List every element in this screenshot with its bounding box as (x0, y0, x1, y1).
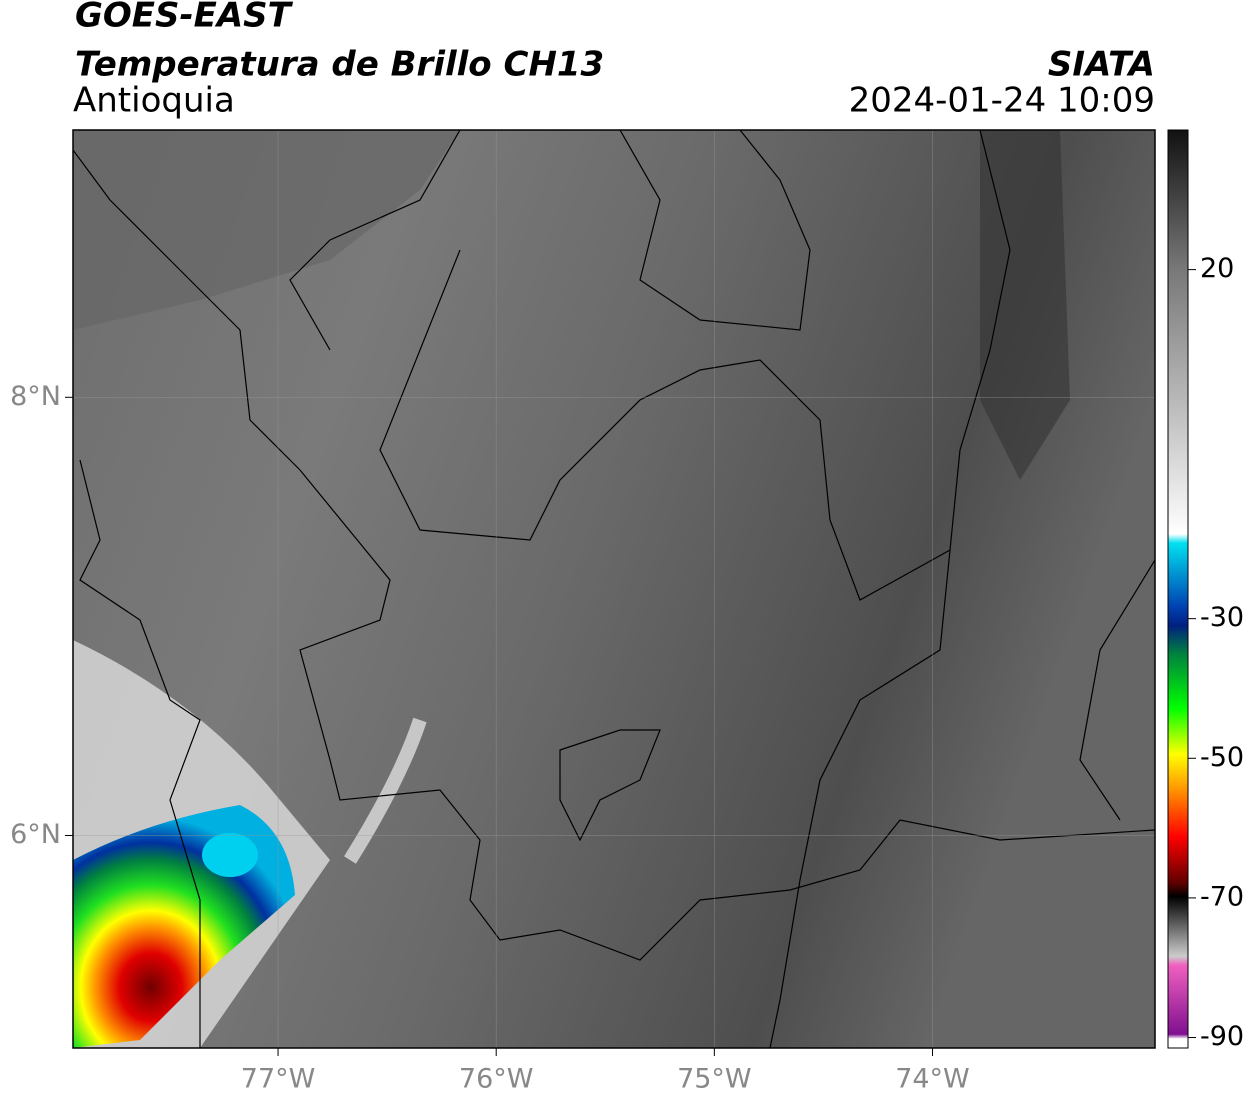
map-image (73, 130, 1155, 1048)
colorbar-tick-label: -50 (1200, 742, 1244, 773)
lat-tick-label: 6°N (10, 819, 61, 850)
colorbar-tick-label: -30 (1200, 602, 1244, 633)
datetime: 2024-01-24 10:09 (849, 81, 1155, 121)
subtitle: Temperatura de Brillo CH13 (75, 45, 604, 85)
colorbar-tick-label: 20 (1200, 253, 1234, 284)
lon-tick-label: 74°W (895, 1064, 970, 1095)
lon-tick-label: 75°W (677, 1064, 752, 1095)
lat-tick-label: 8°N (10, 381, 61, 412)
source: SIATA (1048, 45, 1155, 85)
boundaries (73, 130, 1155, 1048)
region: Antioquia (73, 81, 235, 121)
colorbar-tick-label: -90 (1200, 1021, 1244, 1052)
graticule (73, 130, 1155, 1048)
map-frame (72, 129, 1156, 1049)
title: GOES-EAST (75, 0, 294, 36)
lon-tick-label: 76°W (459, 1064, 534, 1095)
lon-tick-label: 77°W (241, 1064, 316, 1095)
colorbar-tick-label: -70 (1200, 881, 1244, 912)
colorbar (1167, 129, 1189, 1049)
